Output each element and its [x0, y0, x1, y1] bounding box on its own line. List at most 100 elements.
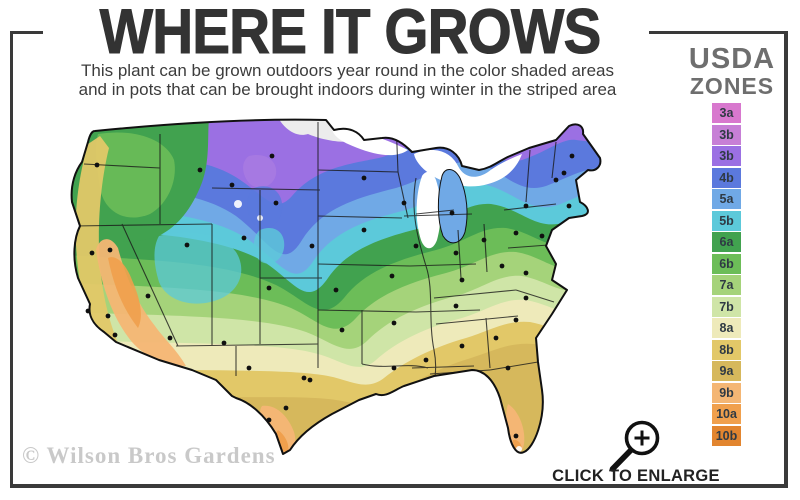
usda-label: USDA	[688, 43, 776, 75]
legend-zone-chip: 3b	[712, 146, 741, 166]
city-dots	[85, 153, 575, 439]
legend-zone-chip: 7b	[712, 296, 741, 317]
lake-michigan	[416, 171, 441, 249]
us-hardiness-zone-map[interactable]	[64, 118, 609, 460]
magnifier-handle	[609, 447, 634, 472]
city-dot	[266, 285, 272, 291]
legend-zone-chip: 9a	[712, 361, 741, 381]
city-dot	[391, 320, 397, 326]
rockies-blue-patch	[247, 186, 283, 229]
page-title: WHERE IT GROWS	[99, 0, 602, 67]
city-dot	[273, 200, 279, 206]
legend-zone-chip: 6a	[712, 232, 741, 252]
michigan-mitten	[437, 169, 468, 244]
city-dot	[449, 210, 455, 216]
city-dot	[301, 375, 307, 381]
legend-zone-chip: 8b	[712, 339, 741, 360]
frame-border-left	[10, 31, 13, 487]
city-dot	[459, 343, 465, 349]
legend-zone-chip: 5a	[712, 189, 741, 209]
legend-zone-chip: 9b	[712, 382, 741, 403]
city-dot	[339, 327, 345, 333]
northwest-light-green-patch	[96, 132, 175, 218]
city-dot	[241, 235, 247, 241]
city-dot	[105, 313, 111, 319]
frame-border-top-right	[649, 31, 784, 34]
city-dot	[361, 227, 367, 233]
city-dot	[309, 243, 315, 249]
click-to-enlarge-label[interactable]: CLICK TO ENLARGE	[552, 467, 720, 485]
city-dot	[94, 162, 100, 168]
watermark: © Wilson Bros Gardens	[22, 443, 276, 468]
legend-zone-chip: 7a	[712, 275, 741, 295]
city-dot	[167, 335, 173, 341]
city-dot	[566, 203, 572, 209]
city-dot	[523, 270, 529, 276]
magnifier-lens	[624, 420, 660, 456]
great-basin-teal-patch	[154, 232, 242, 304]
city-dot	[453, 303, 459, 309]
magnifier-icon[interactable]	[598, 412, 670, 476]
frame-border-top-left	[10, 31, 43, 34]
state-borders	[73, 119, 563, 399]
city-dot	[283, 405, 289, 411]
city-dot	[513, 317, 519, 323]
city-dot	[107, 247, 113, 253]
usda-zones-heading: USDA ZONES	[672, 44, 792, 98]
subtitle-line-2: and in pots that can be brought indoors …	[78, 80, 617, 99]
city-dot	[269, 153, 275, 159]
legend-zone-chip: 4b	[712, 167, 741, 188]
city-dot	[523, 203, 529, 209]
legend-zone-chip: 3a	[712, 103, 741, 123]
city-dot	[266, 417, 272, 423]
city-dot	[184, 242, 190, 248]
legend-zone-chip: 10b	[712, 425, 741, 446]
city-dot	[89, 250, 95, 256]
city-dot	[481, 237, 487, 243]
city-dot	[493, 335, 499, 341]
city-dot	[197, 167, 203, 173]
city-dot	[401, 200, 407, 206]
city-dot	[112, 332, 118, 338]
city-dot	[513, 230, 519, 236]
usda-zones-legend: 3a 3b 3b 4b 5a 5b 6a 6b 7a 7b 8a 8b 9a 9b 10a 10b	[712, 103, 741, 447]
city-dot	[569, 153, 575, 159]
rockies-purple-patch	[243, 154, 277, 188]
city-dot	[513, 433, 519, 439]
city-dot	[561, 170, 567, 176]
city-dot	[459, 277, 465, 283]
plus-icon	[634, 430, 650, 446]
city-dot	[389, 273, 395, 279]
city-dot	[229, 182, 235, 188]
city-dot	[423, 357, 429, 363]
us-map-outline	[70, 118, 602, 455]
legend-zone-chip: 10a	[712, 404, 741, 424]
city-dot	[499, 263, 505, 269]
city-dot	[221, 340, 227, 346]
city-dot	[539, 233, 545, 239]
city-dot	[523, 295, 529, 301]
legend-zone-chip: 8a	[712, 318, 741, 338]
city-dot	[333, 287, 339, 293]
great-lakes-gap	[414, 150, 522, 187]
city-dot	[145, 293, 151, 299]
lake-superior	[332, 128, 408, 156]
rockies-cyan-patch	[253, 228, 285, 264]
legend-zone-chip: 6b	[712, 253, 741, 274]
subtitle-line-1: This plant can be grown outdoors year ro…	[81, 61, 614, 80]
city-dot	[391, 365, 397, 371]
subtitle: This plant can be grown outdoors year ro…	[40, 61, 655, 99]
snow-peak-dot	[234, 200, 242, 208]
city-dot	[505, 365, 511, 371]
legend-zone-chip: 3b	[712, 124, 741, 145]
city-dot	[553, 177, 559, 183]
zones-label: ZONES	[689, 73, 775, 99]
city-dot	[246, 365, 252, 371]
city-dot	[361, 175, 367, 181]
legend-zone-chip: 5b	[712, 210, 741, 231]
frame-border-bottom	[10, 484, 788, 488]
city-dot	[85, 308, 91, 314]
city-dot	[453, 250, 459, 256]
frame-border-right	[784, 31, 788, 488]
